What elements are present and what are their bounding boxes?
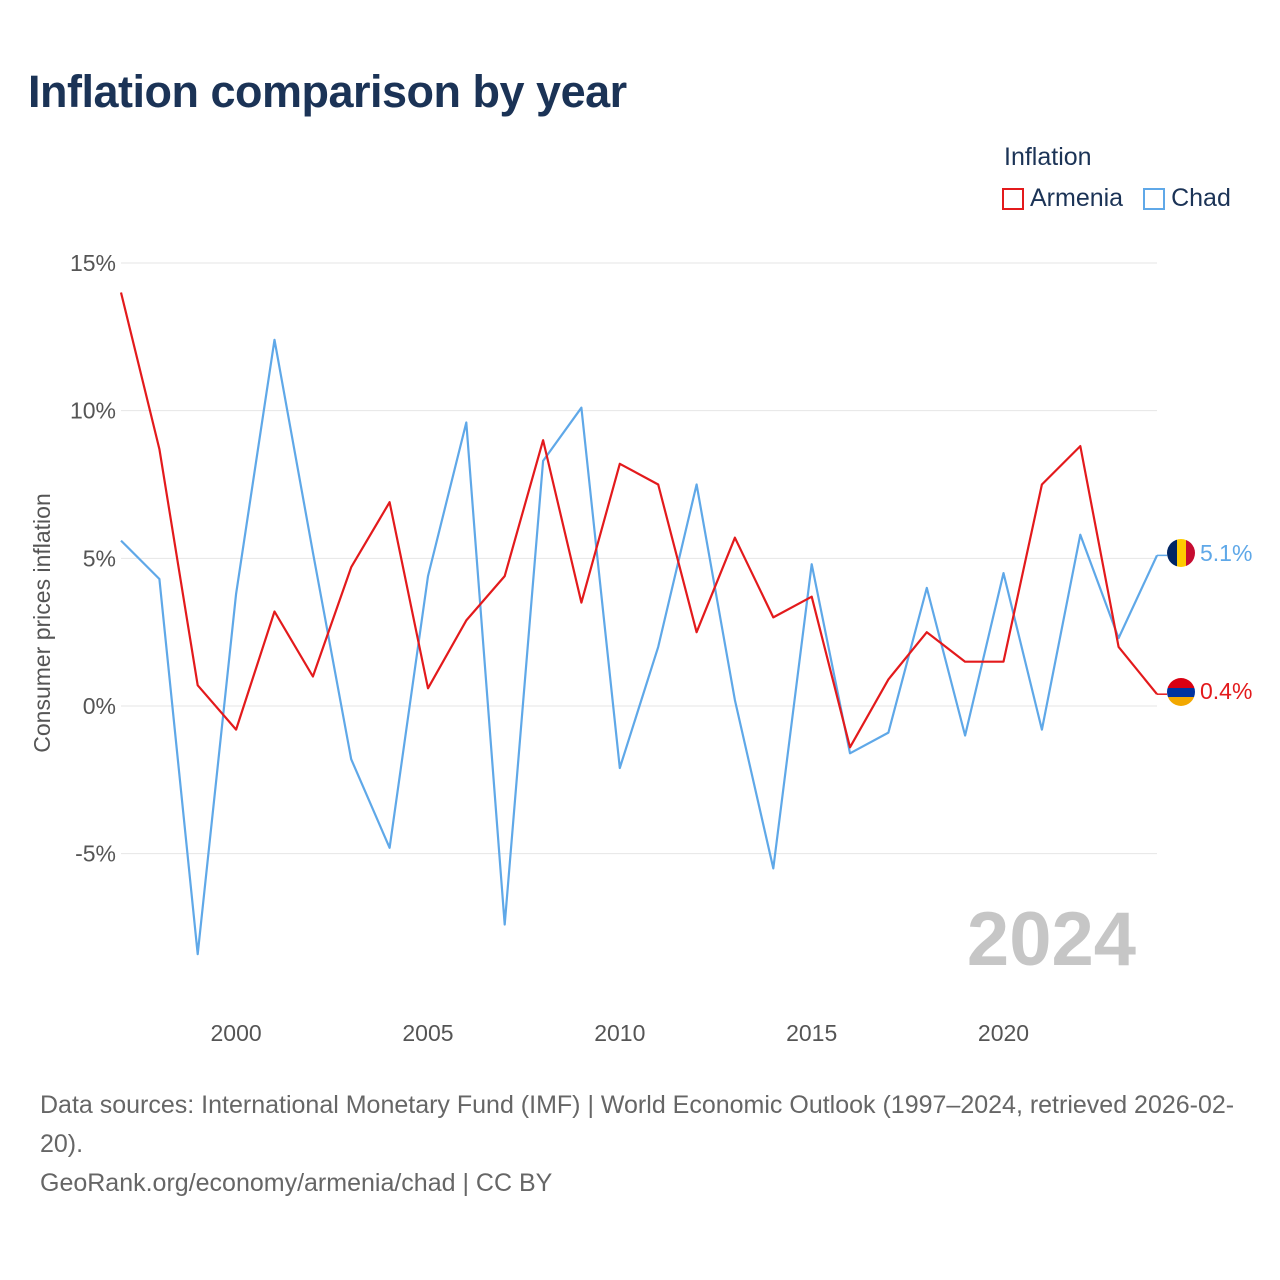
legend-swatch-chad — [1143, 187, 1166, 210]
credit-link[interactable]: GeoRank.org/economy/armenia/chad | CC BY — [40, 1169, 553, 1197]
series-line-chad[interactable] — [120, 338, 1158, 956]
data-source-note: Data sources: International Monetary Fun… — [40, 1091, 1235, 1158]
end-markers — [1157, 554, 1167, 695]
y-axis-title: Consumer prices inflation — [29, 493, 55, 753]
series-lines — [119, 292, 1158, 956]
legend-label-armenia: Armenia — [1030, 184, 1124, 212]
line-chart: 15% 10% 5% 0% -5% 2000 2005 2010 2015 2020 Consu… — [29, 250, 1252, 1046]
legend: Armenia Chad — [1002, 184, 1231, 213]
y-tick-label: 15% — [70, 250, 116, 276]
x-tick-label: 2010 — [594, 1020, 645, 1046]
legend-item-chad[interactable]: Chad — [1143, 184, 1231, 213]
x-tick-label: 2000 — [211, 1020, 262, 1046]
legend-item-armenia[interactable]: Armenia — [1002, 184, 1123, 213]
legend-label-chad: Chad — [1171, 184, 1231, 212]
end-label-chad: 5.1% — [1200, 540, 1252, 566]
y-axis: 15% 10% 5% 0% -5% — [70, 250, 116, 867]
series-line-armenia[interactable] — [119, 292, 1158, 749]
y-tick-label: -5% — [75, 841, 116, 867]
x-axis: 2000 2005 2010 2015 2020 — [211, 1020, 1030, 1046]
x-tick-label: 2020 — [978, 1020, 1029, 1046]
y-tick-label: 0% — [83, 693, 116, 719]
flag-armenia-icon — [1167, 678, 1195, 706]
y-tick-label: 10% — [70, 398, 116, 424]
x-tick-label: 2005 — [402, 1020, 453, 1046]
legend-swatch-armenia — [1002, 187, 1024, 210]
legend-title: Inflation — [1004, 143, 1092, 171]
chart-title: Inflation comparison by year — [28, 66, 627, 117]
y-tick-label: 5% — [83, 545, 116, 571]
end-label-armenia: 0.4% — [1200, 678, 1252, 704]
flag-chad-icon — [1167, 539, 1195, 567]
x-tick-label: 2015 — [786, 1020, 837, 1046]
footer: Data sources: International Monetary Fun… — [40, 1086, 1250, 1203]
year-annotation: 2024 — [967, 897, 1136, 982]
